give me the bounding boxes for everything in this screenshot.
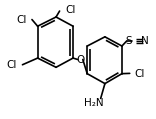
Text: N: N (141, 36, 149, 46)
Text: S: S (125, 36, 132, 46)
Text: O: O (76, 55, 84, 64)
Text: Cl: Cl (65, 5, 76, 15)
Text: H₂N: H₂N (84, 98, 104, 108)
Text: Cl: Cl (16, 15, 26, 25)
Text: Cl: Cl (6, 60, 17, 70)
Text: Cl: Cl (134, 69, 144, 79)
